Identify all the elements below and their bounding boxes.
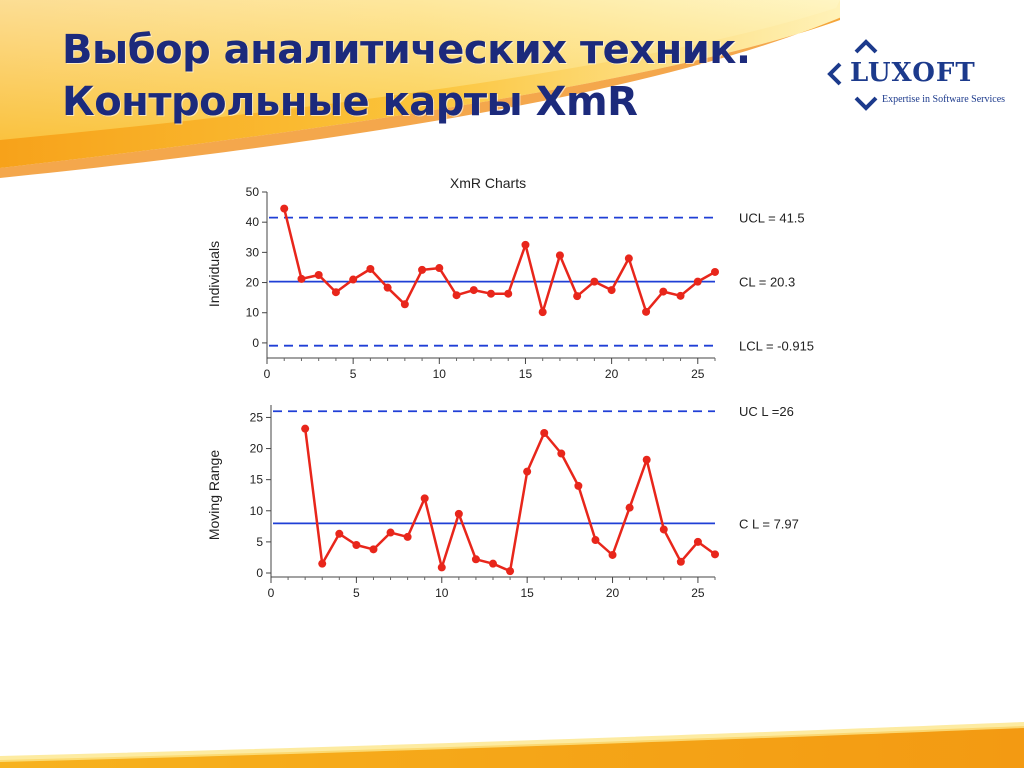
ind-data-point — [452, 291, 461, 300]
mr-data-point — [523, 467, 532, 476]
ind-data-point — [418, 265, 427, 274]
luxoft-logo: LUXOFT Expertise in Software Services — [820, 36, 1015, 114]
mr-data-point — [591, 536, 600, 545]
ind-data-point — [521, 240, 530, 249]
mr-data-point — [369, 545, 378, 554]
ind-ytick-label: 10 — [246, 306, 260, 320]
ind-ref-label: CL = 20.3 — [739, 275, 795, 290]
ind-xtick-label: 25 — [691, 367, 705, 381]
ind-data-point — [555, 251, 564, 260]
mr-data-point — [437, 563, 446, 572]
mr-xtick-label: 0 — [268, 586, 275, 600]
ind-data-point — [538, 308, 547, 317]
ind-xtick-label: 0 — [264, 367, 271, 381]
mr-data-point — [574, 481, 583, 490]
header-banner — [0, 0, 1024, 178]
mr-data-point — [642, 455, 651, 464]
mr-ref-label: C L = 7.97 — [739, 516, 799, 531]
mr-data-point — [489, 559, 497, 568]
mr-data-point — [301, 424, 310, 433]
ind-ref-label: UCL = 41.5 — [739, 211, 805, 226]
mr-xtick-label: 15 — [520, 586, 534, 600]
moving-range-chart: Moving Range 0 5 10 15 20 25 0 5 10 15 20 25 UC L … — [206, 404, 799, 600]
mr-ytick-label: 15 — [250, 473, 264, 487]
ind-ref-label: LCL = -0.915 — [739, 339, 814, 354]
individuals-chart: Individuals 0 10 20 30 40 50 0 5 10 15 20 25 UCL =… — [206, 185, 814, 381]
ind-series-line — [282, 208, 716, 314]
ind-data-point — [280, 204, 289, 213]
ind-data-point — [383, 283, 392, 292]
mr-y-axis-label: Moving Range — [206, 450, 222, 540]
slide-title-line-1: Выбор аналитических техник. — [62, 27, 751, 73]
mr-ref-label: UC L =26 — [739, 404, 794, 419]
mr-data-point — [335, 529, 344, 538]
mr-ytick-label: 25 — [250, 410, 264, 424]
ind-xtick-label: 5 — [350, 367, 357, 381]
mr-xtick-label: 20 — [606, 586, 620, 600]
slide-title-line-2: Контрольные карты XmR — [62, 79, 638, 125]
mr-data-point — [318, 559, 327, 568]
mr-data-point — [471, 555, 480, 564]
ind-data-point — [676, 291, 685, 300]
ind-data-point — [693, 277, 702, 286]
ind-data-point — [314, 271, 323, 279]
ind-data-point — [331, 288, 340, 297]
ind-data-point — [349, 275, 358, 284]
mr-data-point — [420, 494, 429, 503]
ind-data-point — [487, 289, 495, 298]
logo-tagline: Expertise in Software Services — [882, 94, 1006, 105]
mr-data-point — [693, 537, 702, 546]
ind-data-point — [624, 254, 633, 263]
mr-series-line — [303, 428, 716, 573]
ind-data-point — [504, 289, 513, 298]
mr-data-point — [352, 541, 361, 549]
mr-data-point — [454, 509, 463, 518]
ind-data-point — [711, 267, 719, 276]
mr-data-point — [608, 550, 617, 559]
ind-xtick-label: 20 — [605, 367, 619, 381]
ind-data-point — [607, 286, 616, 295]
mr-ytick-label: 5 — [256, 535, 263, 549]
ind-data-point — [642, 307, 651, 316]
mr-data-point — [625, 503, 634, 512]
mr-xtick-label: 10 — [435, 586, 449, 600]
ind-ytick-label: 30 — [246, 245, 260, 259]
mr-ytick-label: 10 — [250, 504, 264, 518]
ind-data-point — [590, 277, 599, 286]
chart-title: XmR Charts — [450, 175, 526, 191]
ind-data-point — [297, 274, 306, 283]
mr-xtick-label: 25 — [691, 586, 705, 600]
mr-data-point — [386, 528, 395, 537]
ind-data-point — [435, 264, 444, 273]
ind-data-point — [573, 292, 582, 301]
logo-wordmark: LUXOFT — [850, 58, 976, 88]
logo-chevron-icon — [827, 39, 878, 111]
mr-ytick-label: 0 — [256, 566, 263, 580]
mr-data-point — [659, 525, 668, 534]
mr-data-point — [540, 429, 549, 437]
ind-ytick-label: 20 — [246, 276, 260, 290]
mr-data-point — [711, 550, 719, 559]
ind-data-point — [469, 286, 478, 295]
ind-ytick-label: 50 — [246, 185, 260, 199]
ind-data-point — [659, 287, 668, 296]
mr-data-point — [403, 532, 412, 541]
mr-data-point — [557, 449, 566, 458]
mr-data-point — [506, 567, 515, 576]
mr-ytick-label: 20 — [250, 442, 264, 456]
ind-xtick-label: 10 — [433, 367, 447, 381]
mr-xtick-label: 5 — [353, 586, 360, 600]
slide-title: Выбор аналитических техник. Контрольные … — [62, 24, 751, 128]
footer-band — [0, 722, 1024, 768]
ind-ytick-label: 40 — [246, 215, 260, 229]
ind-data-point — [366, 264, 375, 273]
ind-data-point — [400, 300, 409, 309]
ind-xtick-label: 15 — [519, 367, 533, 381]
mr-data-point — [676, 557, 685, 566]
ind-ytick-label: 0 — [252, 336, 259, 350]
ind-y-axis-label: Individuals — [206, 241, 222, 307]
